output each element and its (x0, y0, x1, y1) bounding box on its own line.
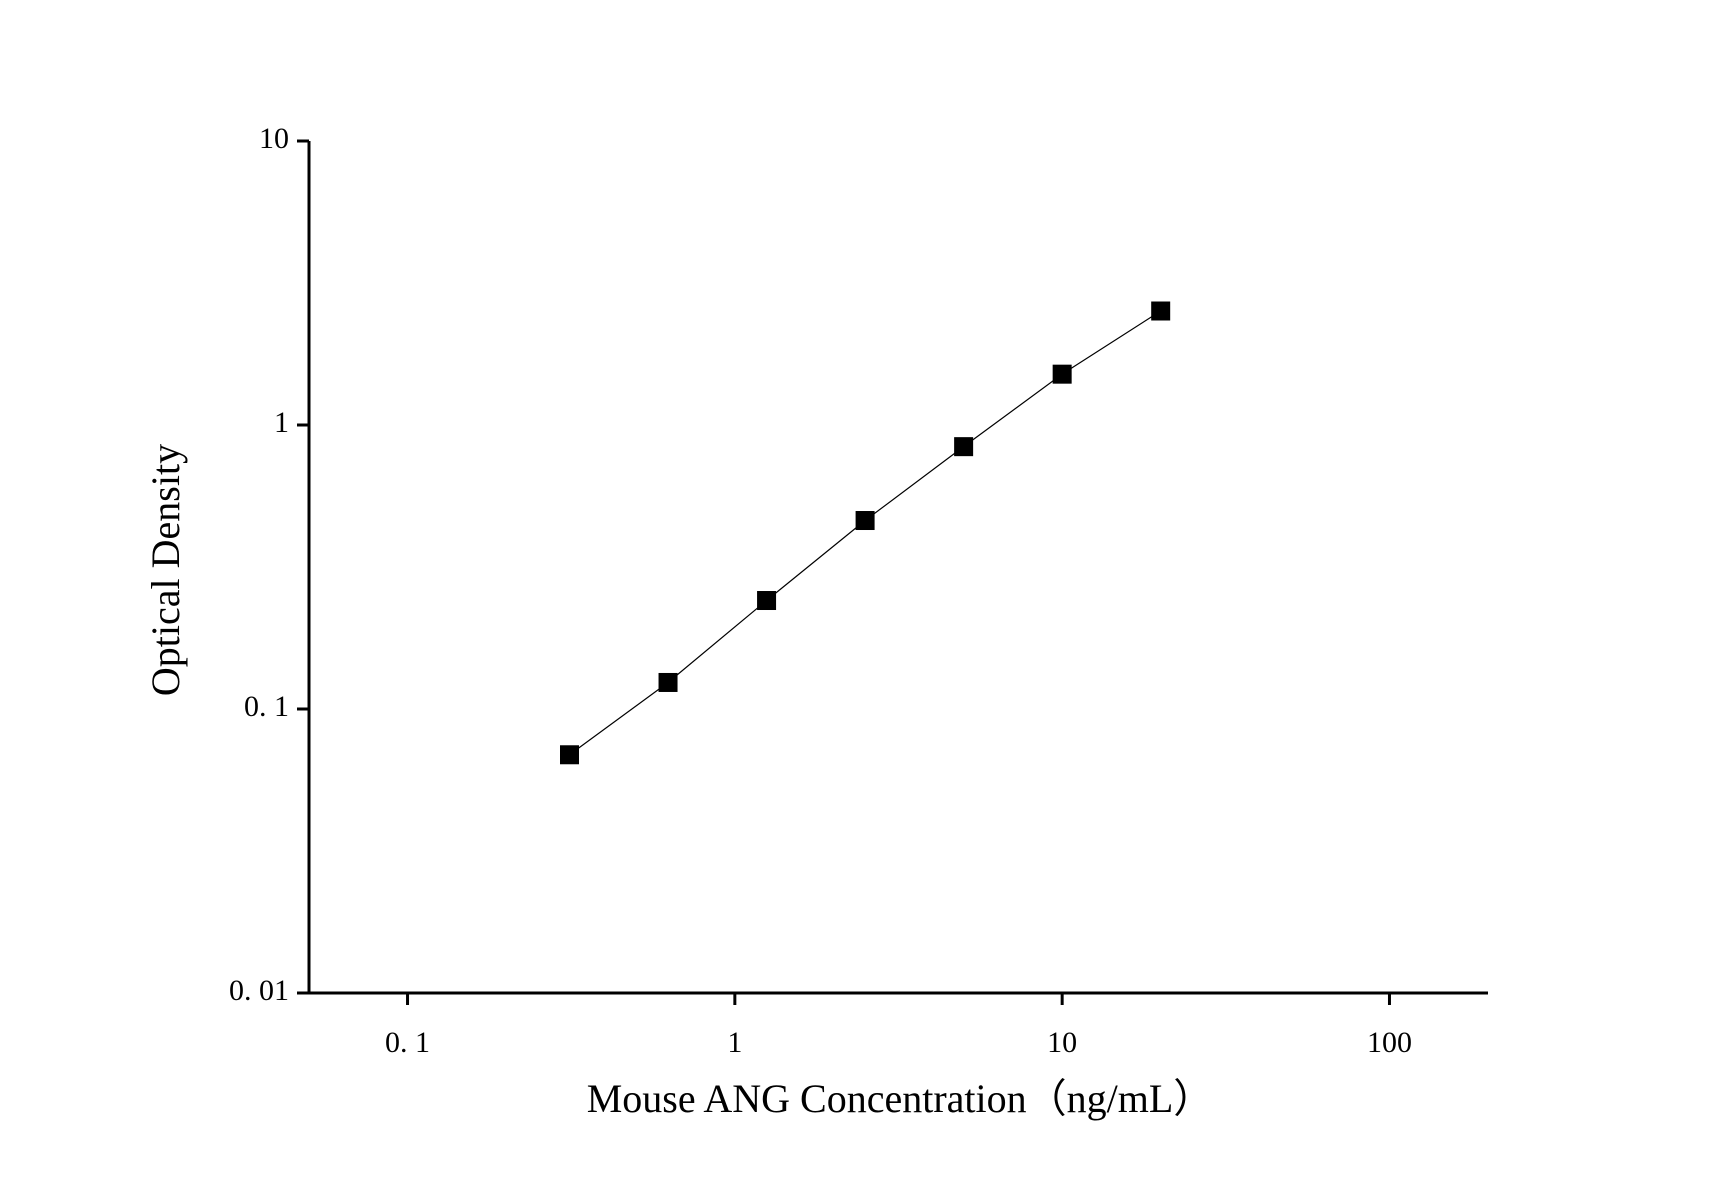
y-tick-label: 10 (259, 122, 289, 155)
y-tick-label: 1 (274, 406, 289, 439)
point-marker (954, 437, 974, 457)
x-tick-label: 100 (1367, 1026, 1412, 1059)
x-axis-title: Mouse ANG Concentration（ng/mL） (587, 1076, 1214, 1121)
x-tick-label: 1 (727, 1026, 742, 1059)
point-marker (855, 511, 875, 531)
x-tick-label: 0. 1 (385, 1026, 430, 1059)
point-marker (1052, 364, 1072, 384)
point-marker (757, 591, 777, 611)
y-axis-title: Optical Density (143, 444, 188, 696)
y-tick-label: 0. 01 (229, 974, 289, 1007)
y-tick-label: 0. 1 (244, 690, 289, 723)
point-marker (1151, 301, 1171, 321)
x-tick-label: 10 (1047, 1026, 1077, 1059)
point-marker (560, 745, 580, 765)
point-marker (658, 672, 678, 692)
